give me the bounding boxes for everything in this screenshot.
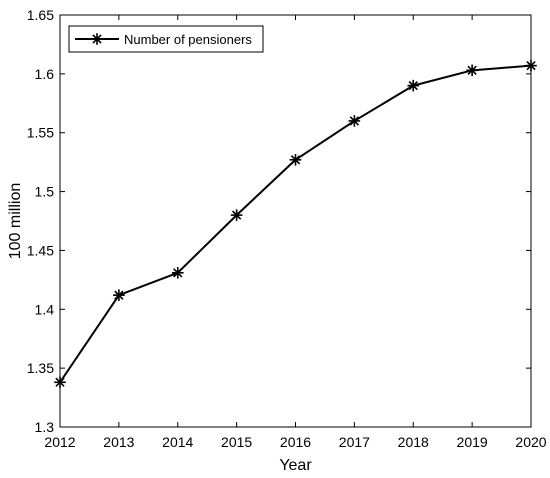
data-point-2018: [407, 79, 420, 92]
data-point-2020: [525, 59, 537, 72]
y-tick-label: 1.4: [35, 301, 55, 317]
y-tick-label: 1.55: [27, 125, 54, 141]
y-tick-label: 1.3: [35, 419, 55, 435]
x-tick-label: 2013: [103, 434, 134, 450]
y-axis-label: 100 million: [7, 183, 24, 259]
x-tick-label: 2014: [162, 434, 193, 450]
legend-marker-asterisk: [91, 33, 103, 45]
y-tick-label: 1.5: [35, 184, 55, 200]
y-tick-label: 1.45: [27, 242, 54, 258]
x-tick-label: 2015: [221, 434, 252, 450]
x-axis-ticks: 2012 2013 2014 2015 2016 2017 2018 2019 2020: [44, 15, 547, 450]
x-tick-label: 2017: [339, 434, 370, 450]
x-tick-label: 2019: [457, 434, 488, 450]
data-point-2017: [348, 115, 361, 127]
x-tick-label: 2016: [280, 434, 311, 450]
legend: Number of pensioners: [68, 25, 264, 53]
y-axis-ticks: 1.3 1.35 1.4 1.45 1.5 1.55 1.6 1.65: [27, 7, 531, 435]
x-tick-label: 2020: [515, 434, 546, 450]
y-tick-label: 1.35: [27, 360, 54, 376]
y-tick-label: 1.65: [27, 7, 54, 23]
data-point-2015: [230, 209, 243, 221]
data-point-2019: [466, 64, 478, 77]
legend-label: Number of pensioners: [124, 32, 252, 47]
plot-frame: [59, 14, 532, 428]
legend-asterisk: [91, 33, 103, 45]
data-point-2012: [54, 376, 66, 389]
y-tick-label: 1.6: [35, 66, 55, 82]
x-axis-label: Year: [279, 457, 312, 474]
legend-box: [68, 25, 264, 53]
data-point-2016: [289, 153, 302, 166]
data-point-2013: [113, 289, 125, 301]
data-point-2014: [171, 266, 184, 279]
x-tick-label: 2018: [398, 434, 429, 450]
plot-area: [59, 14, 532, 428]
series-layer: [54, 59, 537, 389]
x-tick-label: 2012: [44, 434, 75, 450]
